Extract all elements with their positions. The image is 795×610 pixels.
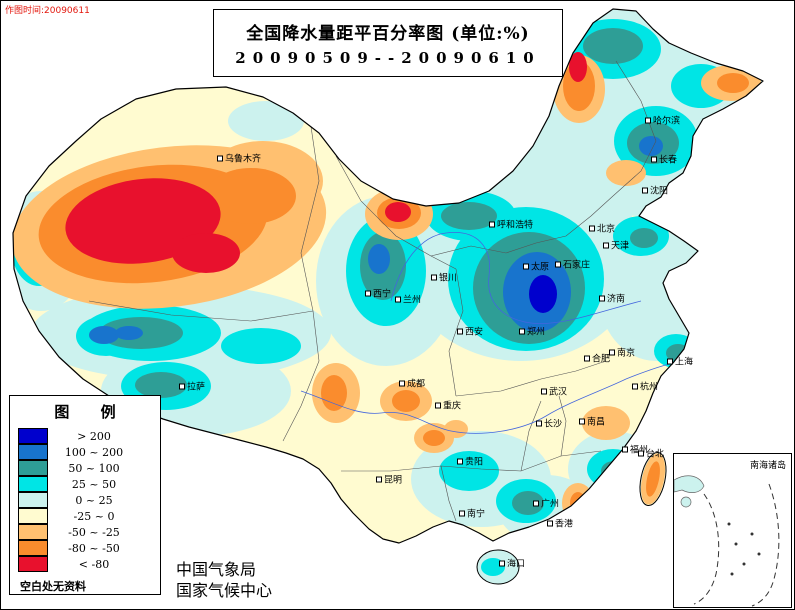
legend-item: -25 ~ 0	[10, 507, 160, 524]
inset-label: 南海诸岛	[749, 461, 786, 471]
legend-item: > 200	[10, 427, 160, 444]
legend-swatch	[18, 539, 48, 556]
legend-swatch	[18, 523, 48, 540]
legend-swatch	[18, 459, 48, 476]
legend-range-label: 50 ~ 100	[68, 461, 120, 475]
map-title: 全国降水量距平百分率图 (单位:%)	[246, 24, 530, 44]
legend-range-label: 25 ~ 50	[71, 477, 117, 491]
legend-box: 图 例 > 200 100 ~ 200 50 ~ 100 25 ~ 50 0 ~ 25 -…	[9, 395, 161, 595]
legend-item: 25 ~ 50	[10, 475, 160, 492]
org-name-ncc: 国家气候中心	[176, 581, 273, 600]
legend-range-label: -50 ~ -25	[68, 525, 120, 539]
legend-range-label: 0 ~ 25	[75, 493, 113, 507]
province-border-lines	[88, 60, 657, 522]
legend-swatch	[18, 507, 48, 524]
legend-range-label: 100 ~ 200	[64, 445, 124, 459]
plot-date-watermark: 作图时间:20090611	[5, 6, 90, 16]
legend-item: 100 ~ 200	[10, 443, 160, 460]
legend-range-label: > 200	[77, 429, 111, 443]
south-china-sea-inset: 南海诸岛	[673, 453, 792, 608]
map-date-range: 20090509--20090610	[235, 49, 541, 67]
legend-item: 0 ~ 25	[10, 491, 160, 508]
legend-swatch	[18, 475, 48, 492]
legend-range-label: -25 ~ 0	[73, 509, 115, 523]
map-title-box: 全国降水量距平百分率图 (单位:%) 20090509--20090610	[213, 9, 563, 77]
legend-range-label: -80 ~ -50	[68, 541, 120, 555]
legend-item: -50 ~ -25	[10, 523, 160, 540]
org-name-cma: 中国气象局	[176, 560, 257, 579]
legend-item: < -80	[10, 555, 160, 572]
legend-item: 50 ~ 100	[10, 459, 160, 476]
legend-swatch	[18, 555, 48, 572]
legend-item: -80 ~ -50	[10, 539, 160, 556]
legend-swatch	[18, 491, 48, 508]
legend-swatch	[18, 443, 48, 460]
hainan-island-outline	[476, 549, 520, 585]
legend-items: > 200 100 ~ 200 50 ~ 100 25 ~ 50 0 ~ 25 -25 ~…	[10, 427, 160, 572]
legend-no-data-note: 空白处无资料	[20, 580, 86, 593]
legend-range-label: < -80	[78, 557, 110, 571]
footer-orgs: 中国气象局 国家气候中心	[176, 559, 272, 601]
river-lines	[300, 232, 674, 434]
taiwan-island-outline	[639, 451, 667, 507]
inset-map-svg	[673, 475, 780, 607]
china-outline	[12, 8, 764, 544]
legend-swatch	[18, 427, 48, 444]
island-dots	[727, 522, 761, 576]
legend-title: 图 例	[54, 403, 116, 421]
